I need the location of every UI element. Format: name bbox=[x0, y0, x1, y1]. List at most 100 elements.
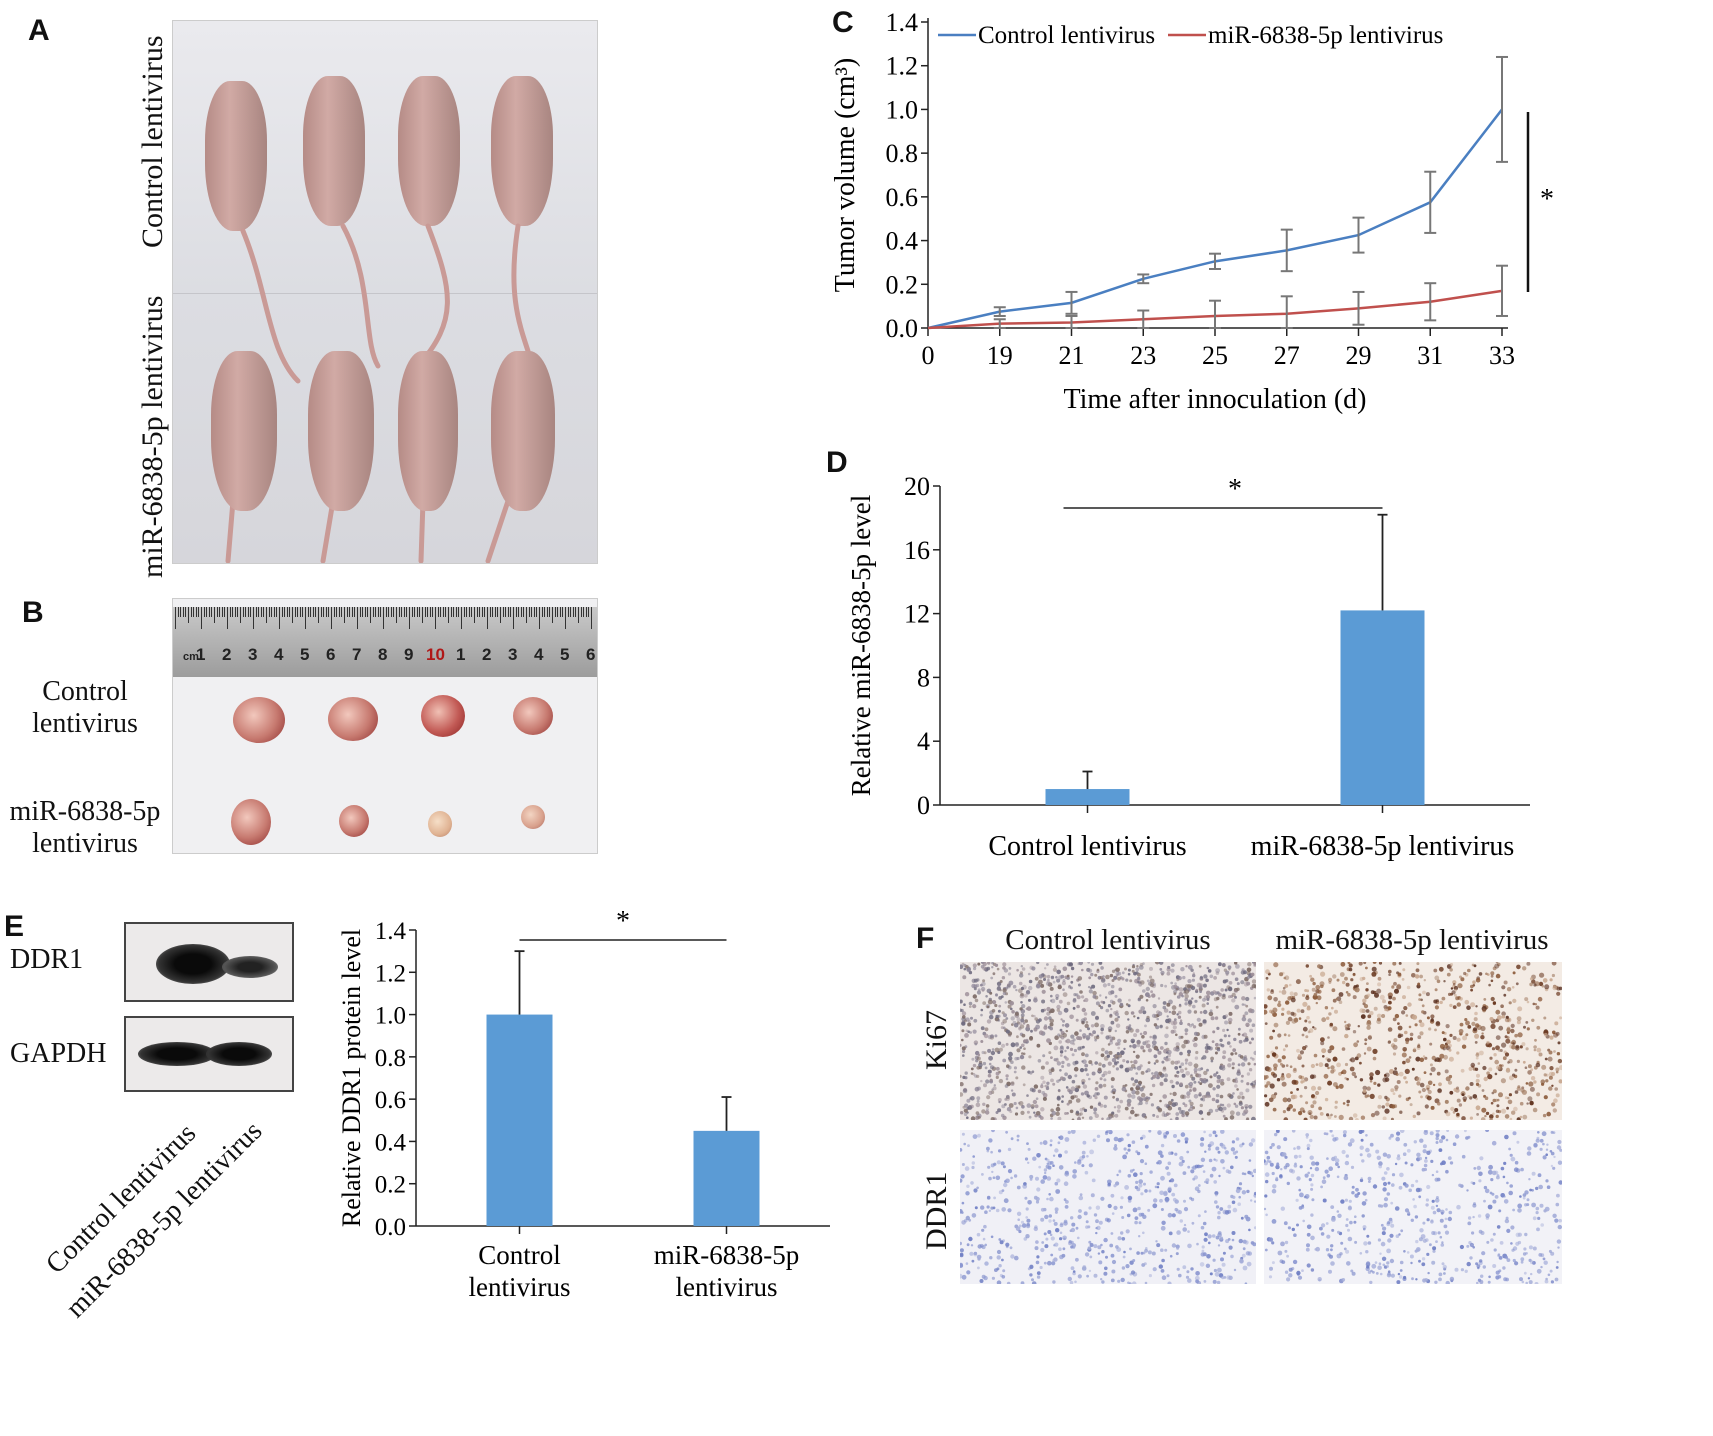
ruler-tick bbox=[242, 607, 244, 617]
ruler-tick bbox=[195, 607, 197, 617]
ruler-tick bbox=[377, 607, 379, 617]
ruler-tick bbox=[453, 607, 455, 617]
ruler-tick bbox=[533, 607, 535, 617]
y-axis-label: Relative DDR1 protein level bbox=[337, 929, 366, 1227]
ruler-tick bbox=[578, 607, 579, 623]
ruler-tick bbox=[471, 607, 473, 617]
chart-tumor-volume: 0.0 0.2 0.4 0.6 0.8 1.0 1.2 1.4 0 19 21 23 25 27 29 31 3… bbox=[830, 8, 1554, 415]
ruler-tick bbox=[362, 607, 364, 617]
ruler-tick bbox=[572, 607, 574, 617]
y-axis-label: Relative miR-6838-5p level bbox=[846, 495, 876, 796]
ihc-row-ki67: Ki67 bbox=[920, 1010, 953, 1070]
y-tick-label: 20 bbox=[904, 472, 930, 501]
significance-star: * bbox=[1540, 184, 1554, 215]
x-tick-label: 0 bbox=[922, 341, 935, 370]
ruler-tick bbox=[552, 607, 553, 623]
panel-b-row-label-control-line2: lentivirus bbox=[32, 708, 138, 739]
ruler-tick bbox=[492, 607, 494, 617]
ruler-tick bbox=[515, 607, 517, 617]
ruler-unit: cm bbox=[183, 651, 199, 663]
ruler-tick bbox=[559, 607, 561, 617]
ruler-tick bbox=[557, 607, 559, 617]
ruler-number: 2 bbox=[482, 645, 492, 664]
ruler-tick bbox=[216, 607, 218, 617]
ihc-column-mir: miR-6838-5p lentivirus bbox=[1275, 924, 1549, 956]
y-axis-label: Tumor volume (cm³) bbox=[830, 58, 861, 292]
ruler-tick bbox=[364, 607, 366, 617]
ihc-image-ddr1-control bbox=[960, 1130, 1256, 1284]
ruler-tick bbox=[393, 607, 395, 617]
ruler-tick bbox=[500, 607, 501, 623]
blot-label-gapdh: GAPDH bbox=[10, 1038, 107, 1069]
ruler-tick bbox=[390, 607, 392, 617]
bar bbox=[693, 1130, 760, 1226]
ruler-tick bbox=[175, 607, 176, 629]
y-tick-label: 0.6 bbox=[886, 183, 919, 212]
ruler-tick bbox=[268, 607, 270, 617]
ruler-tick bbox=[585, 607, 587, 617]
panel-letter-a: A bbox=[28, 14, 50, 47]
ruler-tick bbox=[224, 607, 226, 617]
ruler-tick bbox=[302, 607, 304, 617]
ruler-number: 2 bbox=[222, 645, 232, 664]
y-tick-label: 1.0 bbox=[886, 95, 919, 124]
ruler-tick bbox=[344, 607, 345, 623]
ruler-tick bbox=[396, 607, 397, 623]
ruler-tick bbox=[214, 607, 215, 623]
ruler-tick bbox=[461, 607, 462, 629]
ruler-tick bbox=[232, 607, 234, 617]
ruler-tick bbox=[240, 607, 241, 623]
legend-label: miR-6838-5p lentivirus bbox=[1208, 22, 1443, 49]
tumors-photo: cm 1 2 3 4 5 6 7 8 9 10 1 2 3 4 5 6 bbox=[172, 598, 598, 854]
ruler-tick bbox=[201, 607, 202, 629]
ruler-number: 3 bbox=[508, 645, 518, 664]
ruler-tick bbox=[442, 607, 444, 617]
ruler-tick bbox=[520, 607, 522, 617]
ruler-tick bbox=[440, 607, 442, 617]
ruler-tick bbox=[245, 607, 247, 617]
legend-label: Control lentivirus bbox=[978, 22, 1155, 49]
ruler-tick bbox=[305, 607, 306, 629]
ruler-tick bbox=[466, 607, 468, 617]
ruler-tick bbox=[401, 607, 403, 617]
ruler-tick bbox=[289, 607, 291, 617]
ruler-tick bbox=[266, 607, 267, 623]
ihc-image-ki67-control bbox=[960, 962, 1256, 1120]
y-tick-label: 0.6 bbox=[375, 1087, 406, 1114]
ruler-tick bbox=[546, 607, 548, 617]
ruler-tick bbox=[219, 607, 221, 617]
ruler-tick bbox=[260, 607, 262, 617]
ruler-tick bbox=[331, 607, 332, 629]
y-tick-label: 1.0 bbox=[375, 1003, 406, 1030]
ruler-tick bbox=[250, 607, 252, 617]
x-tick-label: 31 bbox=[1417, 341, 1443, 370]
ruler-tick bbox=[341, 607, 343, 617]
ruler-tick bbox=[416, 607, 418, 617]
ruler-tick bbox=[247, 607, 249, 617]
y-tick-label: 1.2 bbox=[375, 960, 406, 987]
ruler-number: 4 bbox=[274, 645, 284, 664]
ruler-tick bbox=[502, 607, 504, 617]
ruler-tick bbox=[487, 607, 488, 629]
x-tick-label: Control lentivirus bbox=[988, 831, 1186, 862]
x-tick-label: 27 bbox=[1274, 341, 1300, 370]
ruler-tick bbox=[370, 607, 371, 623]
panel-letter-c: C bbox=[832, 6, 854, 39]
ruler-tick bbox=[580, 607, 582, 617]
blot-gapdh bbox=[124, 1016, 294, 1092]
x-tick-label: Control bbox=[478, 1240, 561, 1270]
ruler-tick bbox=[380, 607, 382, 617]
y-tick-label: 12 bbox=[904, 600, 930, 629]
ruler-tick bbox=[253, 607, 254, 629]
ruler-tick bbox=[398, 607, 400, 617]
ruler-tick bbox=[229, 607, 231, 617]
ruler-tick bbox=[286, 607, 288, 617]
ruler-number: 7 bbox=[352, 645, 362, 664]
ruler-tick bbox=[273, 607, 275, 617]
bar bbox=[486, 1014, 553, 1226]
y-tick-label: 1.4 bbox=[375, 918, 407, 945]
ruler-number: 5 bbox=[560, 645, 570, 664]
panel-a-row-label-mir: miR-6838-5p lentivirus bbox=[136, 295, 169, 578]
ruler-tick bbox=[310, 607, 312, 617]
ruler-tick bbox=[526, 607, 527, 623]
